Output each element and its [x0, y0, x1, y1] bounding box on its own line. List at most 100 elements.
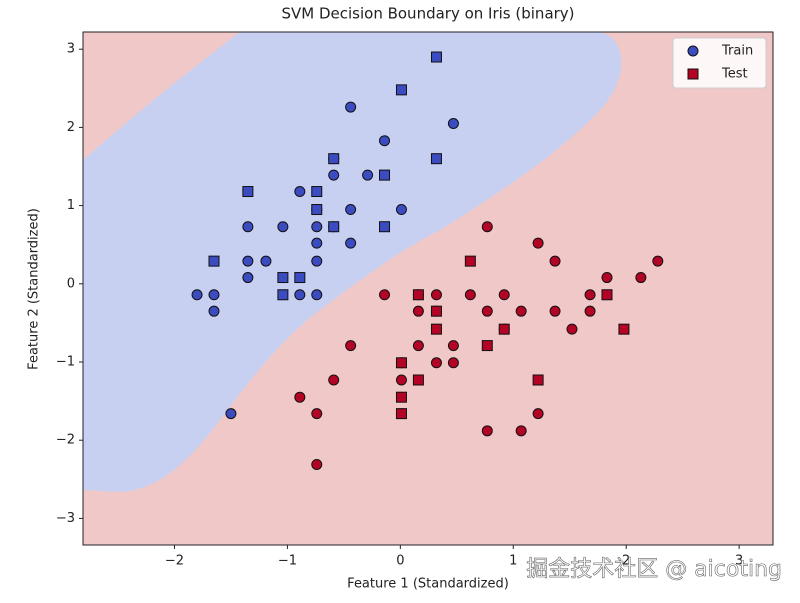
point — [277, 289, 289, 301]
point — [532, 374, 544, 386]
point — [549, 255, 561, 267]
point — [208, 305, 220, 317]
point — [464, 289, 476, 301]
point — [532, 237, 544, 249]
point — [464, 255, 476, 267]
y-tick-label: 2 — [67, 120, 75, 135]
point — [481, 340, 493, 352]
point — [412, 305, 424, 317]
y-tick-label: −1 — [56, 355, 75, 370]
point — [481, 221, 493, 233]
point — [311, 237, 323, 249]
legend-marker — [687, 45, 699, 57]
point — [311, 221, 323, 233]
point — [260, 255, 272, 267]
point — [345, 237, 357, 249]
point — [430, 289, 442, 301]
region-class-0 — [83, 32, 622, 492]
legend-marker — [687, 68, 699, 80]
point — [532, 408, 544, 420]
point — [430, 153, 442, 165]
point — [294, 272, 306, 284]
y-tick-label: −3 — [56, 511, 75, 526]
point — [601, 272, 613, 284]
point — [652, 255, 664, 267]
point — [395, 391, 407, 403]
y-tick-label: 0 — [67, 276, 75, 291]
point — [345, 204, 357, 216]
x-tick-label: −1 — [278, 554, 297, 569]
x-tick-label: 0 — [396, 554, 404, 569]
chart-title: SVM Decision Boundary on Iris (binary) — [281, 5, 574, 23]
point — [566, 323, 578, 335]
x-tick-label: 3 — [735, 554, 743, 569]
point — [294, 186, 306, 198]
point — [430, 323, 442, 335]
point — [311, 255, 323, 267]
point — [481, 305, 493, 317]
plot-frame — [82, 31, 774, 546]
point — [584, 305, 596, 317]
point — [549, 305, 561, 317]
point — [395, 84, 407, 96]
point — [601, 289, 613, 301]
point — [242, 255, 254, 267]
x-tick-label: 1 — [509, 554, 517, 569]
point — [191, 289, 203, 301]
point — [242, 221, 254, 233]
point — [412, 289, 424, 301]
point — [328, 169, 340, 181]
point — [412, 374, 424, 386]
point — [379, 135, 391, 147]
point — [362, 169, 374, 181]
y-tick-label: 1 — [67, 198, 75, 213]
point — [294, 391, 306, 403]
point — [515, 425, 527, 437]
point — [618, 323, 630, 335]
point — [430, 357, 442, 369]
point — [345, 340, 357, 352]
watermark: 掘金技术社区 @ aicoting — [526, 557, 782, 582]
point — [328, 374, 340, 386]
x-axis-label: Feature 1 (Standardized) — [347, 577, 509, 592]
point — [225, 408, 237, 420]
point — [277, 221, 289, 233]
point — [498, 323, 510, 335]
point — [395, 374, 407, 386]
point — [328, 153, 340, 165]
point — [379, 289, 391, 301]
point — [345, 101, 357, 113]
point — [208, 289, 220, 301]
x-tick-label: −2 — [165, 554, 184, 569]
point — [328, 221, 340, 233]
y-axis-label: Feature 2 (Standardized) — [27, 208, 42, 370]
point — [242, 272, 254, 284]
point — [447, 117, 459, 129]
point — [447, 357, 459, 369]
point — [311, 186, 323, 198]
point — [395, 204, 407, 216]
point — [395, 357, 407, 369]
point — [447, 340, 459, 352]
y-tick-label: 3 — [67, 42, 75, 57]
point — [481, 425, 493, 437]
point — [498, 289, 510, 301]
point — [430, 51, 442, 63]
point — [412, 340, 424, 352]
point — [635, 272, 647, 284]
point — [277, 272, 289, 284]
point — [311, 408, 323, 420]
point — [379, 221, 391, 233]
point — [311, 289, 323, 301]
point — [311, 204, 323, 216]
y-tick-label: −2 — [56, 433, 75, 448]
point — [294, 289, 306, 301]
point — [242, 186, 254, 198]
point — [379, 169, 391, 181]
point — [584, 289, 596, 301]
legend-label: Train — [721, 44, 753, 59]
point — [311, 458, 323, 470]
x-tick-label: 2 — [622, 554, 630, 569]
point — [208, 255, 220, 267]
